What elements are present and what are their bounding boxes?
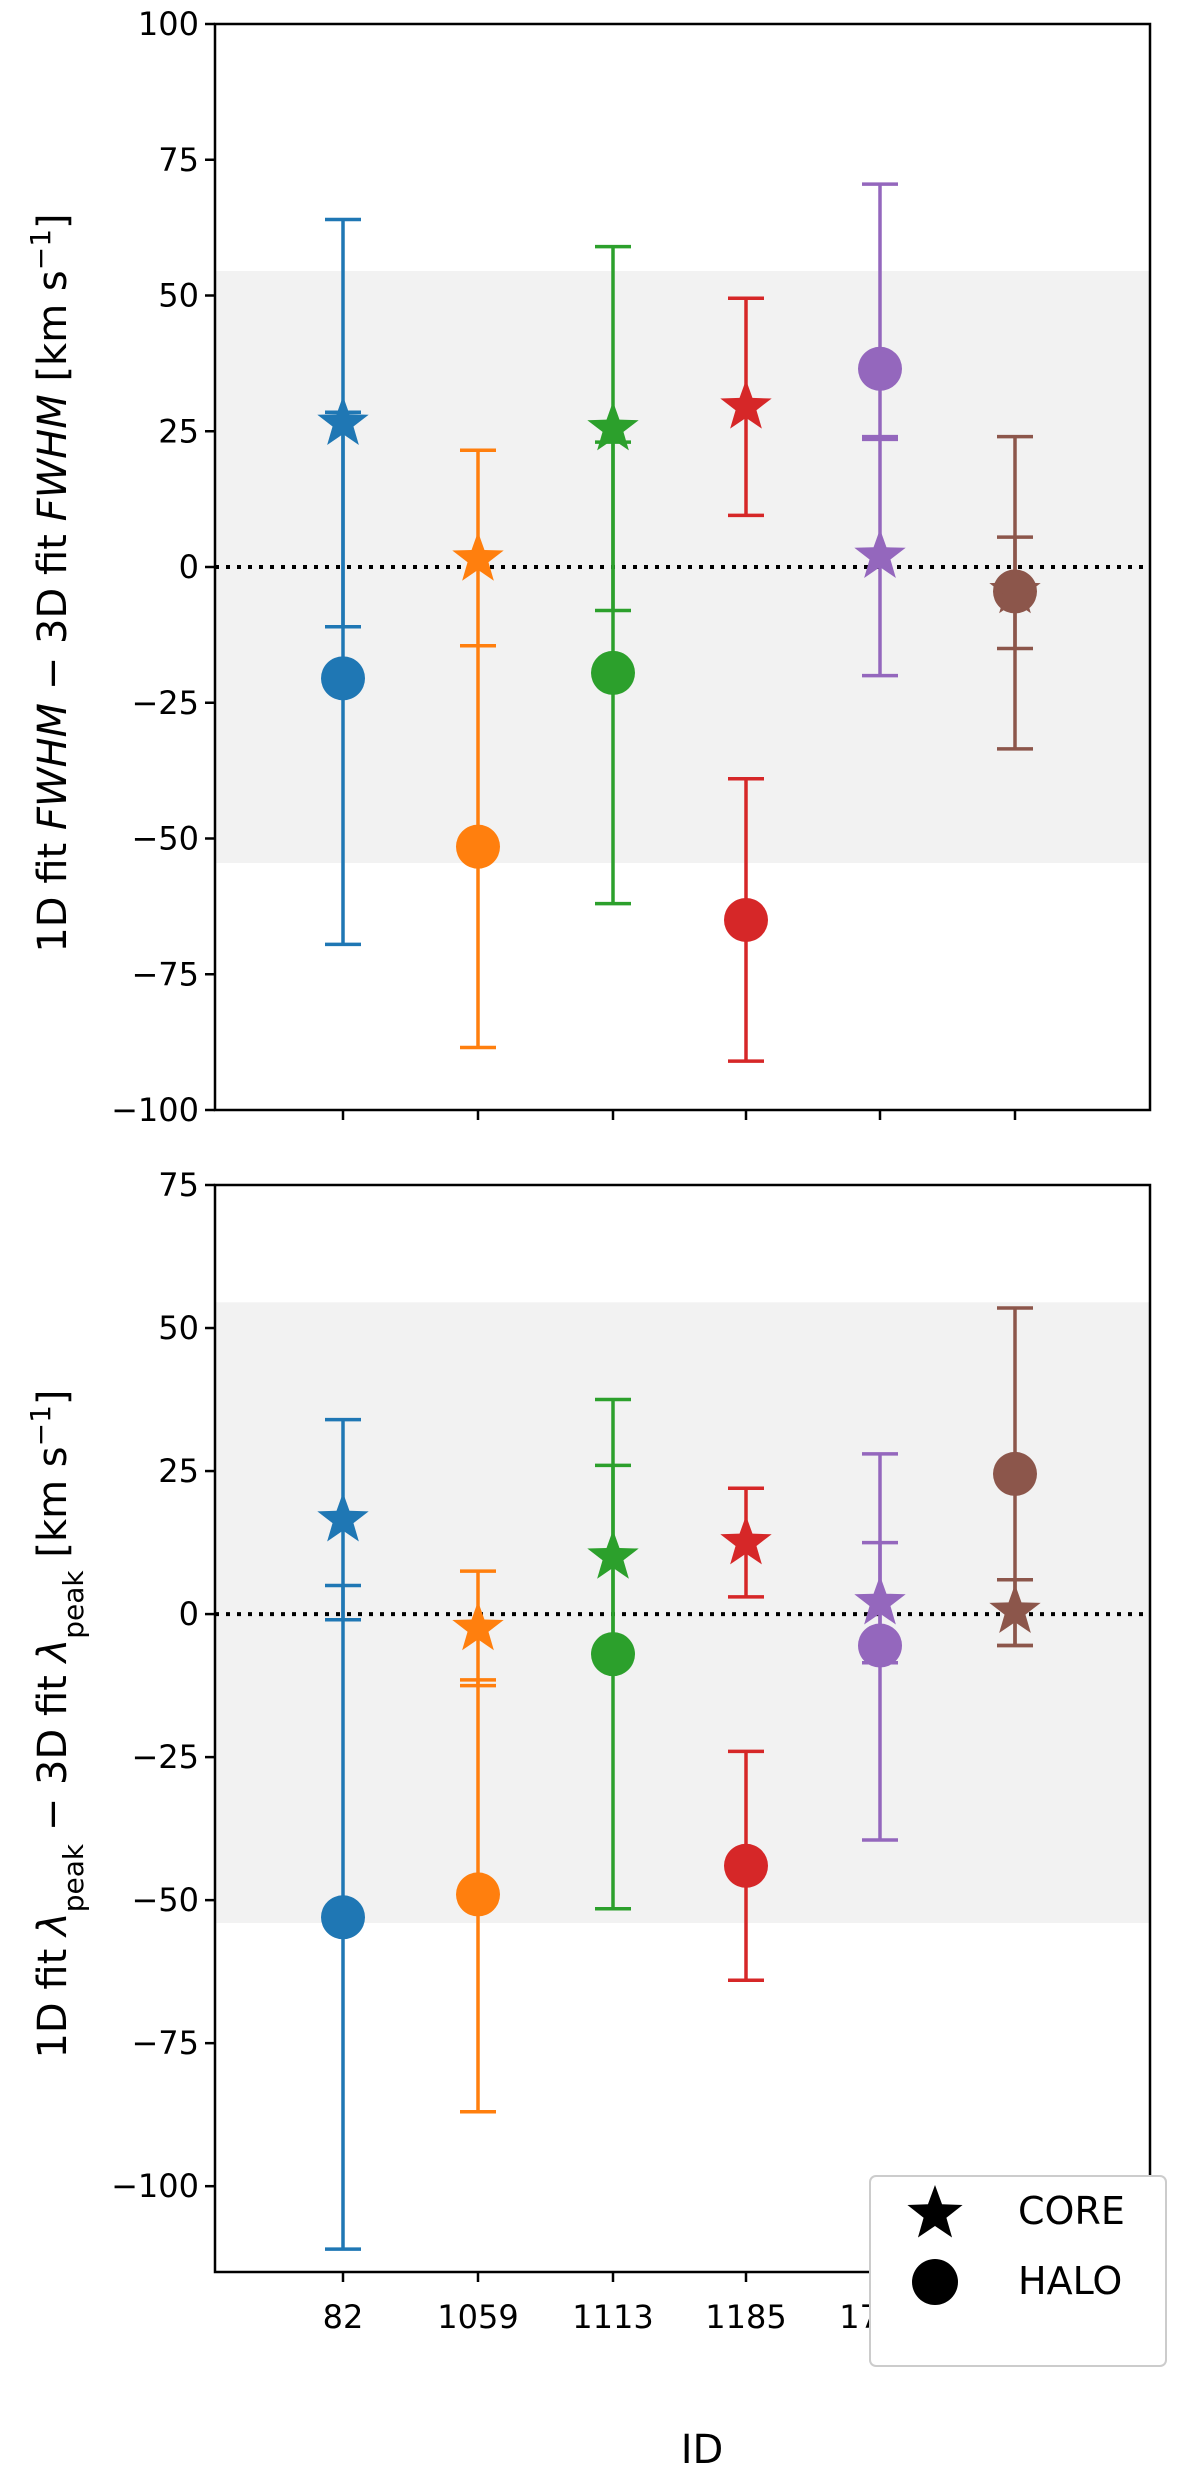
bottom-y-tick-label: −75 [131, 2024, 199, 2062]
top-halo-circle-point [456, 824, 500, 869]
bottom-y-axis-label: 1D fit λpeak − 3D fit λpeak [km s−1] [24, 1389, 90, 2058]
legend-core-star-shape [907, 2185, 963, 2238]
legend: CORE HALO [869, 2175, 1167, 2367]
bottom-axes-frame [213, 1183, 1152, 2274]
bottom-halo-circle-point [321, 1895, 365, 1940]
bottom-y-tick-label: 0 [179, 1595, 199, 1633]
top-y-tick-label: 50 [158, 277, 199, 315]
top-panel: 1D fit FWHM − 3D fit FWHM [km s−1] −100 −… [24, 5, 1152, 1129]
bottom-halo-circle-point [993, 1451, 1037, 1496]
legend-halo-label: HALO [1018, 2259, 1122, 2303]
bottom-halo-circle-point [724, 1843, 768, 1888]
bottom-core-star-point [587, 1529, 639, 1579]
x-tick-label: 1113 [572, 2298, 653, 2336]
bottom-core-star-point [317, 1492, 369, 1542]
top-y-tick-label: 25 [158, 412, 199, 450]
bottom-halo-circle-point [591, 1632, 635, 1677]
top-core-star-point [452, 531, 504, 581]
bottom-y-tick-label: −100 [111, 2167, 199, 2205]
top-core-star-point [720, 379, 772, 429]
bottom-core-star-point [989, 1584, 1041, 1634]
top-core-star-point [317, 396, 369, 445]
top-y-tick-label: −50 [131, 820, 199, 858]
top-y-tick-label: −75 [131, 955, 199, 993]
top-halo-circle-point [591, 650, 635, 695]
top-y-tick-label: −25 [131, 684, 199, 722]
top-y-tick-label: 100 [138, 5, 199, 43]
top-core-star-point [989, 564, 1041, 614]
top-y-axis-label: 1D fit FWHM − 3D fit FWHM [km s−1] [24, 213, 77, 952]
bottom-y-tick-label: 75 [158, 1166, 199, 1204]
top-y-tick-label: 0 [179, 548, 199, 586]
top-y-tick-label: 75 [158, 141, 199, 179]
top-halo-circle-point [321, 656, 365, 701]
legend-core-star-icon [907, 2185, 963, 2238]
top-halo-circle-point [724, 897, 768, 942]
bottom-halo-circle-point [858, 1623, 902, 1668]
bottom-y-tick-label: 25 [158, 1452, 199, 1490]
bottom-panel: 1D fit λpeak − 3D fit λpeak [km s−1] ID … [24, 1166, 1152, 2473]
bottom-core-star-point [854, 1575, 906, 1625]
bottom-core-star-point [452, 1601, 504, 1651]
x-tick-label: 1185 [705, 2298, 786, 2336]
x-tick-label: 1059 [437, 2298, 518, 2336]
bottom-y-tick-label: −50 [131, 1881, 199, 1919]
top-y-tick-label: −100 [111, 1091, 199, 1129]
bottom-y-tick-label: 50 [158, 1309, 199, 1347]
bottom-halo-circle-point [456, 1872, 500, 1917]
legend-halo-circle-icon [912, 2259, 958, 2305]
top-core-star-point [587, 401, 639, 451]
top-core-star-point [854, 529, 906, 578]
top-halo-circle-point [858, 346, 902, 391]
x-axis-label: ID [681, 2427, 724, 2473]
bottom-core-star-point [720, 1515, 772, 1565]
legend-core-label: CORE [1018, 2189, 1125, 2233]
x-tick-label: 82 [323, 2298, 364, 2336]
bottom-y-tick-label: −25 [131, 1738, 199, 1776]
